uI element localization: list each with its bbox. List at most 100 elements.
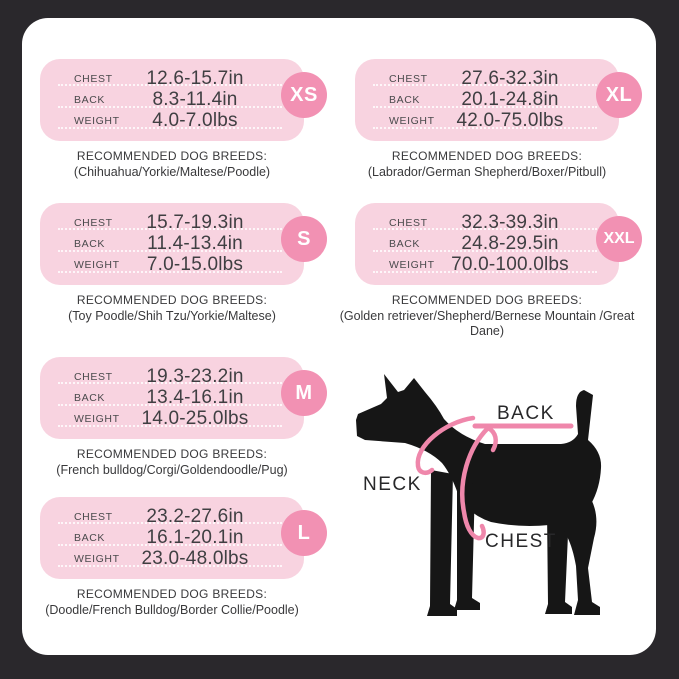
- dotted-leader: [58, 126, 282, 129]
- measure-row-weight: WEIGHT 14.0-25.0lbs: [58, 408, 282, 430]
- measure-label: WEIGHT: [74, 553, 120, 566]
- dotted-leader: [373, 105, 597, 108]
- chest-loop-top-hook: [485, 425, 498, 453]
- measure-row-chest: CHEST 15.7-19.3in: [58, 211, 282, 233]
- dotted-leader: [58, 403, 282, 406]
- measure-value: 4.0-7.0lbs: [152, 110, 238, 132]
- measure-label: WEIGHT: [74, 115, 120, 128]
- recommended-heading: RECOMMENDED DOG BREEDS:: [391, 149, 583, 163]
- dog-silhouette-illustration: [356, 374, 602, 616]
- diagram-back-label: BACK: [497, 403, 555, 424]
- neck-measure-loop: [415, 415, 476, 476]
- size-group-xl: CHEST 27.6-32.3in BACK 20.1-24.8in WEIGH…: [355, 59, 642, 180]
- dotted-leader: [373, 249, 597, 252]
- measure-label: CHEST: [74, 370, 113, 383]
- measure-value: 20.1-24.8in: [461, 88, 559, 110]
- measure-row-back: BACK 24.8-29.5in: [373, 232, 597, 254]
- measure-value: 32.3-39.3in: [461, 211, 559, 233]
- measure-value: 12.6-15.7in: [146, 67, 244, 89]
- recommended-heading: RECOMMENDED DOG BREEDS:: [76, 587, 268, 601]
- measure-value: 15.7-19.3in: [146, 211, 244, 233]
- dotted-leader: [58, 270, 282, 273]
- size-badge-m: M: [281, 370, 327, 416]
- measure-label: CHEST: [74, 72, 113, 85]
- measure-label: WEIGHT: [74, 413, 120, 426]
- size-card-xs: CHEST 12.6-15.7in BACK 8.3-11.4in WEIGHT…: [40, 59, 327, 141]
- measure-value: 19.3-23.2in: [146, 365, 244, 387]
- size-group-l: CHEST 23.2-27.6in BACK 16.1-20.1in WEIGH…: [40, 497, 327, 618]
- measure-row-back: BACK 16.1-20.1in: [58, 526, 282, 548]
- measure-row-back: BACK 13.4-16.1in: [58, 386, 282, 408]
- dog-measurement-diagram: BACK NECK CHEST: [345, 362, 645, 652]
- measure-row-weight: WEIGHT 42.0-75.0lbs: [373, 110, 597, 132]
- measure-row-back: BACK 8.3-11.4in: [58, 88, 282, 110]
- breed-list: (Doodle/French Bulldog/Border Collie/Poo…: [45, 603, 299, 617]
- dotted-leader: [58, 424, 282, 427]
- measure-value: 16.1-20.1in: [146, 526, 244, 548]
- chest-measure-loop: [460, 425, 491, 541]
- measure-label: BACK: [74, 93, 105, 106]
- size-badge-xl: XL: [596, 72, 642, 118]
- measure-label: BACK: [74, 391, 105, 404]
- breed-list: (Golden retriever/Shepherd/Bernese Mount…: [339, 309, 635, 338]
- measure-row-back: BACK 11.4-13.4in: [58, 233, 282, 254]
- dotted-leader: [373, 228, 597, 231]
- measure-label: BACK: [389, 237, 420, 250]
- diagram-chest-label: CHEST: [485, 531, 557, 552]
- measure-label: BACK: [74, 531, 105, 544]
- dotted-leader: [373, 270, 597, 273]
- dotted-leader: [373, 126, 597, 129]
- measure-value: 8.3-11.4in: [152, 88, 238, 110]
- measure-value: 23.2-27.6in: [146, 505, 244, 527]
- measure-label: CHEST: [389, 216, 428, 229]
- size-badge-xs: XS: [281, 72, 327, 118]
- measure-label: CHEST: [74, 510, 113, 523]
- recommended-heading: RECOMMENDED DOG BREEDS:: [76, 447, 268, 461]
- size-card-m: CHEST 19.3-23.2in BACK 13.4-16.1in WEIGH…: [40, 357, 327, 439]
- measure-row-back: BACK 20.1-24.8in: [373, 88, 597, 110]
- measure-value: 42.0-75.0lbs: [456, 110, 564, 132]
- harness-guides: [415, 415, 574, 541]
- dotted-leader: [58, 382, 282, 385]
- recommended-heading: RECOMMENDED DOG BREEDS:: [76, 293, 268, 307]
- measure-row-chest: CHEST 27.6-32.3in: [373, 67, 597, 89]
- size-group-xxl: CHEST 32.3-39.3in BACK 24.8-29.5in WEIGH…: [340, 203, 642, 339]
- size-card-xxl: CHEST 32.3-39.3in BACK 24.8-29.5in WEIGH…: [355, 203, 642, 285]
- recommended-heading: RECOMMENDED DOG BREEDS:: [76, 149, 268, 163]
- measure-row-weight: WEIGHT 23.0-48.0lbs: [58, 548, 282, 570]
- measure-row-weight: WEIGHT 7.0-15.0lbs: [58, 254, 282, 276]
- measure-value: 13.4-16.1in: [146, 386, 244, 408]
- breed-list: (French bulldog/Corgi/Goldendoodle/Pug): [56, 463, 288, 477]
- dotted-leader: [58, 228, 282, 231]
- size-badge-xxl: XXL: [596, 216, 642, 262]
- measure-value: 24.8-29.5in: [461, 232, 559, 254]
- measure-label: CHEST: [389, 72, 428, 85]
- size-badge-l: L: [281, 510, 327, 556]
- measure-label: WEIGHT: [389, 115, 435, 128]
- size-card-xl: CHEST 27.6-32.3in BACK 20.1-24.8in WEIGH…: [355, 59, 642, 141]
- measure-value: 27.6-32.3in: [461, 67, 559, 89]
- measure-label: WEIGHT: [389, 259, 435, 272]
- measure-value: 14.0-25.0lbs: [141, 408, 249, 430]
- dotted-leader: [373, 84, 597, 87]
- dotted-leader: [58, 543, 282, 546]
- size-group-s: CHEST 15.7-19.3in BACK 11.4-13.4in WEIGH…: [40, 203, 327, 324]
- measure-label: WEIGHT: [74, 259, 120, 272]
- measure-value: 70.0-100.0lbs: [451, 254, 569, 276]
- measure-row-chest: CHEST 23.2-27.6in: [58, 505, 282, 527]
- size-card-l: CHEST 23.2-27.6in BACK 16.1-20.1in WEIGH…: [40, 497, 327, 579]
- dotted-leader: [58, 249, 282, 252]
- size-badge-s: S: [281, 216, 327, 262]
- breed-list: (Labrador/German Shepherd/Boxer/Pitbull): [367, 165, 607, 179]
- size-group-xs: CHEST 12.6-15.7in BACK 8.3-11.4in WEIGHT…: [40, 59, 327, 180]
- measure-label: BACK: [389, 93, 420, 106]
- measure-label: CHEST: [74, 216, 113, 229]
- dotted-leader: [58, 105, 282, 108]
- measure-row-chest: CHEST 19.3-23.2in: [58, 365, 282, 387]
- breed-list: (Chihuahua/Yorkie/Maltese/Poodle): [73, 165, 271, 179]
- breed-list: (Toy Poodle/Shih Tzu/Yorkie/Maltese): [68, 309, 276, 323]
- measure-row-weight: WEIGHT 70.0-100.0lbs: [373, 254, 597, 276]
- measure-row-weight: WEIGHT 4.0-7.0lbs: [58, 110, 282, 132]
- dotted-leader: [58, 564, 282, 567]
- size-group-m: CHEST 19.3-23.2in BACK 13.4-16.1in WEIGH…: [40, 357, 327, 478]
